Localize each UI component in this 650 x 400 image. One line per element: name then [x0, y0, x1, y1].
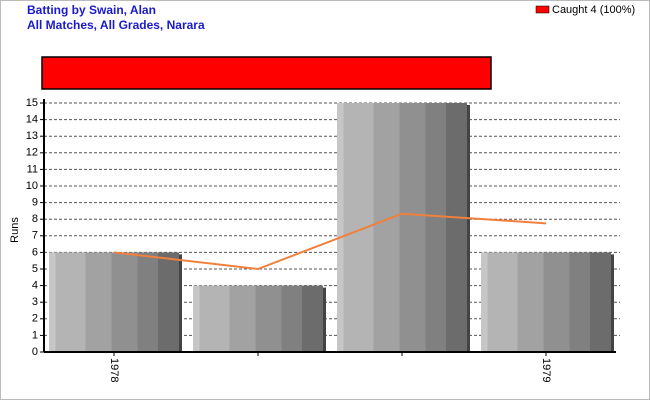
y-tick-label: 1 — [32, 329, 38, 341]
proportion-segment — [41, 56, 492, 90]
y-tick-label: 15 — [26, 97, 38, 109]
x-tick-label: 1979 — [540, 358, 552, 382]
y-tick-label: 10 — [26, 180, 38, 192]
y-tick-label: 0 — [32, 346, 38, 358]
y-tick-label: 8 — [32, 213, 38, 225]
bar — [337, 103, 467, 352]
chart-title: Batting by Swain, Alan — [27, 3, 156, 17]
y-tick-label: 4 — [32, 280, 38, 292]
y-tick-label: 12 — [26, 147, 38, 159]
legend-label: Caught 4 (100%) — [552, 4, 635, 16]
y-tick-label: 11 — [27, 163, 38, 175]
y-tick-label: 14 — [26, 114, 38, 126]
y-tick-label: 2 — [32, 313, 38, 325]
chart-subtitle: All Matches, All Grades, Narara — [27, 18, 205, 32]
average-line — [113, 212, 547, 271]
y-tick-label: 13 — [26, 130, 38, 142]
bar — [49, 252, 179, 352]
x-tick-label: 1978 — [108, 358, 120, 382]
y-tick-label: 9 — [32, 197, 38, 209]
legend-swatch — [535, 5, 550, 14]
bar — [481, 252, 611, 352]
y-tick-label: 3 — [32, 296, 38, 308]
y-tick-label: 7 — [32, 230, 38, 242]
y-tick-label: 6 — [32, 246, 38, 258]
bar — [193, 285, 323, 352]
y-axis-label: Runs — [9, 217, 21, 243]
y-tick-label: 5 — [32, 263, 38, 275]
